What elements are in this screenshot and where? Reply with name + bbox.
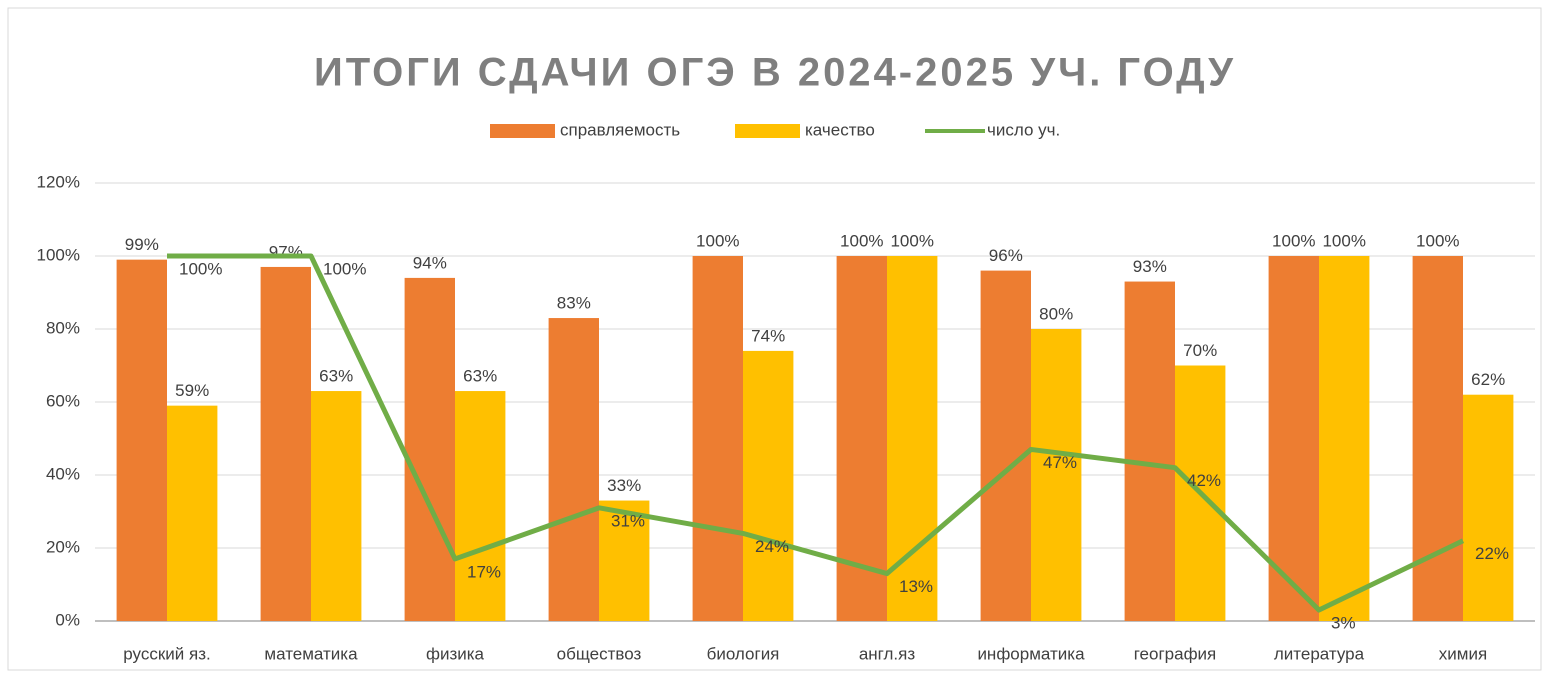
data-label: 94% [413, 253, 447, 272]
data-label: 83% [557, 294, 591, 313]
x-tick-label: математика [264, 644, 358, 663]
data-label: 31% [611, 511, 645, 530]
x-tick-label: физика [426, 644, 485, 663]
y-tick-label: 120% [37, 172, 80, 191]
data-label: 100% [840, 231, 883, 250]
x-tick-label: обществоз [557, 644, 642, 663]
legend-label: справляемость [560, 120, 680, 139]
data-label: 22% [1475, 544, 1509, 563]
line [167, 253, 1465, 613]
bar [404, 277, 455, 621]
data-label: 62% [1471, 370, 1505, 389]
x-tick-label: англ.яз [859, 644, 916, 663]
y-tick-label: 40% [46, 464, 80, 483]
data-label: 33% [607, 476, 641, 495]
bar [311, 391, 362, 621]
data-label: 100% [1322, 231, 1365, 250]
x-tick-label: химия [1439, 644, 1487, 663]
bar [1463, 394, 1514, 621]
bar [455, 391, 506, 621]
x-tick-label: биология [707, 644, 780, 663]
data-label: 80% [1039, 304, 1073, 323]
bar [1412, 256, 1463, 621]
bar [980, 270, 1031, 621]
data-label: 63% [319, 367, 353, 386]
bar [167, 405, 218, 621]
data-label: 100% [890, 231, 933, 250]
y-tick-label: 80% [46, 318, 80, 337]
x-tick-label: русский яз. [123, 644, 210, 663]
data-label: 99% [125, 235, 159, 254]
y-tick-label: 60% [46, 391, 80, 410]
y-tick-label: 100% [37, 245, 80, 264]
data-label: 13% [899, 577, 933, 596]
bar [260, 266, 311, 621]
y-tick-label: 20% [46, 537, 80, 556]
x-tick-label: литература [1274, 644, 1365, 663]
data-label: 42% [1187, 471, 1221, 490]
bar [692, 256, 743, 621]
bar [1031, 329, 1082, 621]
y-tick-label: 0% [55, 610, 80, 629]
x-tick-label: география [1134, 644, 1217, 663]
data-label: 97% [269, 242, 303, 261]
data-label: 100% [696, 231, 739, 250]
data-label: 17% [467, 562, 501, 581]
data-label: 59% [175, 381, 209, 400]
data-label: 96% [989, 246, 1023, 265]
data-label: 100% [1272, 231, 1315, 250]
data-label: 24% [755, 537, 789, 556]
bar [116, 259, 167, 621]
data-label: 3% [1331, 614, 1356, 633]
data-label: 70% [1183, 341, 1217, 360]
bar [599, 500, 650, 621]
bar [548, 318, 599, 621]
bar [1319, 256, 1370, 621]
legend-label: качество [805, 120, 875, 139]
x-tick-label: информатика [977, 644, 1085, 663]
legend-label: число уч. [987, 120, 1060, 139]
bar [887, 256, 938, 621]
data-label: 93% [1133, 257, 1167, 276]
data-label: 47% [1043, 453, 1077, 472]
bar [1124, 281, 1175, 621]
data-label: 100% [1416, 231, 1459, 250]
legend-swatch [735, 124, 800, 138]
data-label: 74% [751, 326, 785, 345]
chart-title: ИТОГИ СДАЧИ ОГЭ В 2024-2025 УЧ. ГОДУ [314, 51, 1236, 95]
legend-swatch [490, 124, 555, 138]
bar [743, 350, 794, 621]
data-label: 100% [323, 259, 366, 278]
data-label: 100% [179, 259, 222, 278]
data-label: 63% [463, 367, 497, 386]
bar [1268, 256, 1319, 621]
